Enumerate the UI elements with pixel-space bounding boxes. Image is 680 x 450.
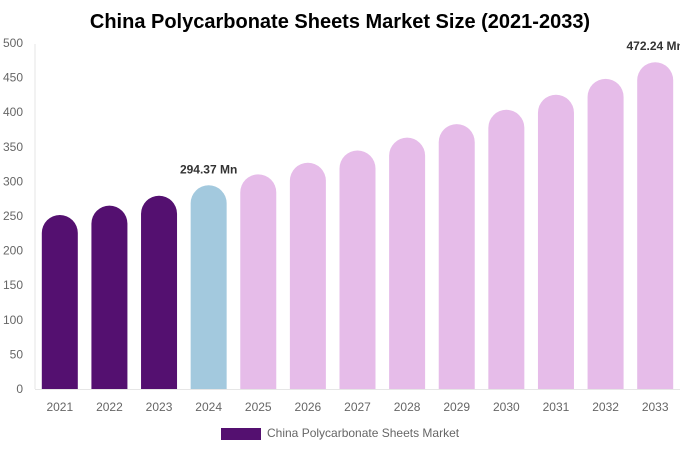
bar-2022[interactable] (91, 205, 128, 389)
x-tick-label: 2023 (146, 400, 173, 414)
y-tick-label: 200 (3, 244, 23, 258)
bar-2023[interactable] (141, 195, 178, 389)
x-tick-label: 2028 (394, 400, 421, 414)
bar-2029[interactable] (438, 124, 475, 389)
data-label: 294.37 Mn (180, 162, 237, 176)
y-tick-label: 0 (16, 382, 23, 396)
y-tick-label: 400 (3, 105, 23, 119)
x-tick-label: 2033 (642, 400, 669, 414)
y-tick-label: 250 (3, 209, 23, 223)
y-tick-label: 350 (3, 140, 23, 154)
bar-2032[interactable] (587, 78, 624, 390)
x-tick-label: 2029 (443, 400, 470, 414)
x-tick-label: 2021 (46, 400, 73, 414)
y-tick-label: 50 (10, 347, 24, 361)
bar-2027[interactable] (339, 150, 376, 389)
legend-label: China Polycarbonate Sheets Market (267, 426, 460, 440)
bar-2024[interactable] (190, 185, 227, 389)
bar-2021[interactable] (41, 215, 78, 389)
bar-2030[interactable] (488, 109, 525, 389)
data-label: 472.24 Mn (627, 39, 680, 53)
chart-title: China Polycarbonate Sheets Market Size (… (90, 11, 590, 33)
x-tick-label: 2026 (295, 400, 322, 414)
bar-2026[interactable] (289, 162, 326, 389)
y-tick-label: 300 (3, 174, 23, 188)
legend-swatch (221, 428, 261, 440)
y-tick-label: 450 (3, 71, 23, 85)
x-tick-label: 2022 (96, 400, 123, 414)
x-tick-label: 2025 (245, 400, 272, 414)
x-tick-label: 2030 (493, 400, 520, 414)
x-tick-label: 2024 (195, 400, 222, 414)
legend[interactable]: China Polycarbonate Sheets Market (221, 426, 460, 440)
bar-2031[interactable] (537, 94, 574, 390)
bar-2025[interactable] (240, 174, 277, 389)
y-tick-label: 500 (3, 36, 23, 50)
x-tick-label: 2027 (344, 400, 371, 414)
x-tick-label: 2031 (543, 400, 570, 414)
y-tick-label: 150 (3, 278, 23, 292)
bar-2028[interactable] (389, 137, 426, 389)
bar-2033[interactable] (637, 62, 674, 389)
x-tick-label: 2032 (592, 400, 619, 414)
y-tick-label: 100 (3, 313, 23, 327)
